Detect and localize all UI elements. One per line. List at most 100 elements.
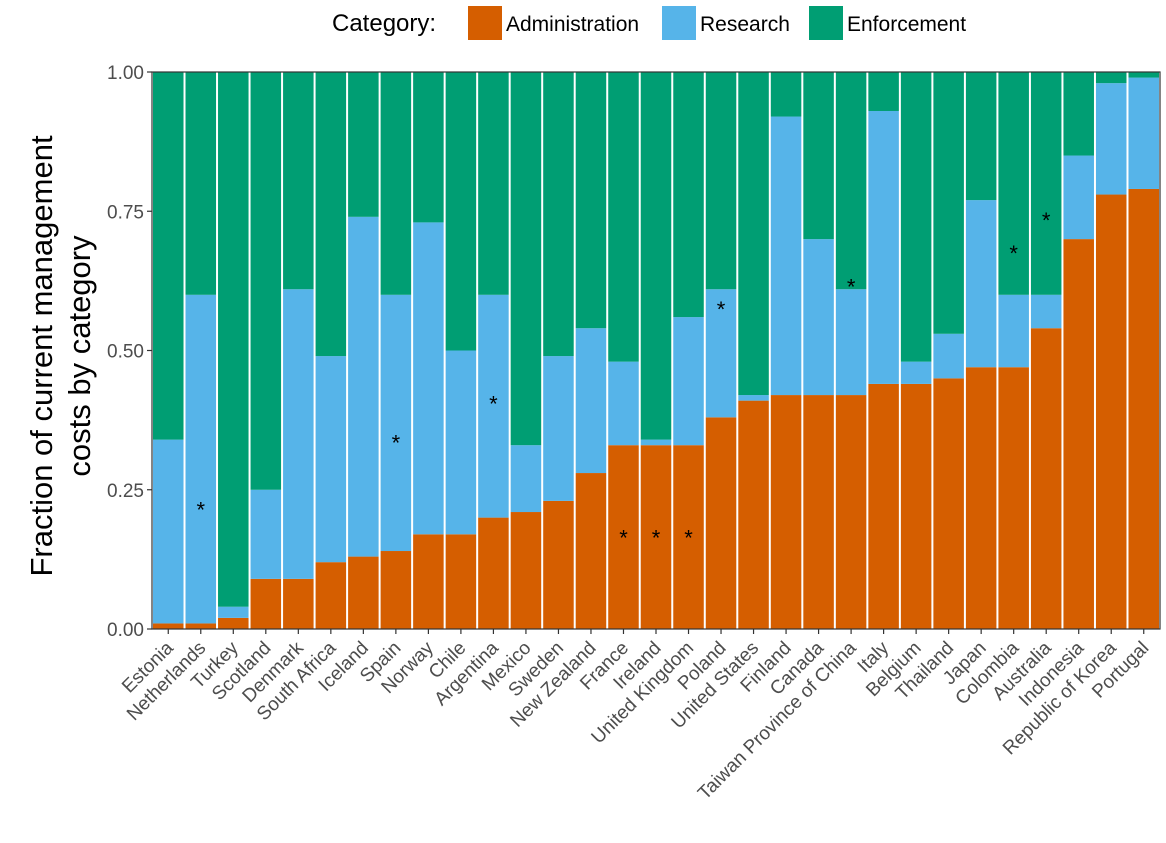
significance-marker-spain: * — [392, 431, 401, 456]
significance-marker-australia: * — [1042, 208, 1051, 233]
bar-canada-enforcement — [803, 72, 834, 240]
bar-taiwan-province-of-china-enforcement — [835, 72, 867, 290]
bar-denmark-research — [283, 289, 314, 579]
bar-turkey-enforcement — [218, 72, 249, 607]
bar-estonia-enforcement — [153, 72, 184, 440]
bar-republic-of-korea-enforcement — [1095, 72, 1127, 84]
bar-thailand-enforcement — [933, 72, 964, 334]
bar-australia-administration — [1030, 328, 1062, 629]
bar-new-zealand-administration — [575, 473, 607, 629]
bar-thailand-research — [933, 333, 964, 379]
bar-spain-administration — [380, 551, 412, 629]
bar-finland-administration — [770, 395, 802, 629]
x-axis: EstoniaNetherlandsTurkeyScotlandDenmarkS… — [118, 629, 1153, 804]
annotations: * * * * * * * * * * — [196, 208, 1050, 550]
bar-netherlands-research — [185, 294, 217, 624]
bar-chile-enforcement — [445, 72, 477, 351]
bar-denmark-administration — [283, 578, 314, 629]
significance-marker-netherlands: * — [196, 497, 205, 522]
legend-swatch-administration — [468, 6, 502, 40]
bar-norway-research — [413, 222, 444, 535]
y-tick-label: 0.75 — [107, 202, 144, 223]
y-axis-title-line-1: Fraction of current management — [24, 135, 59, 576]
bar-indonesia-enforcement — [1063, 72, 1094, 156]
bar-poland-research — [705, 289, 737, 418]
bar-italy-administration — [868, 383, 899, 629]
bar-sweden-enforcement — [543, 72, 574, 357]
bar-estonia-administration — [153, 623, 184, 629]
bar-united-kingdom-administration — [673, 445, 704, 629]
legend-swatch-enforcement — [809, 6, 843, 40]
bar-france-administration — [608, 445, 639, 629]
bar-canada-administration — [803, 395, 834, 629]
y-tick-label: 0.50 — [107, 342, 144, 363]
bar-argentina-research — [478, 294, 509, 518]
plot-area — [151, 71, 1161, 630]
bar-ireland-administration — [640, 445, 672, 629]
legend-label-administration: Administration — [506, 13, 639, 36]
bar-mexico-enforcement — [510, 72, 542, 446]
bar-poland-administration — [705, 417, 737, 629]
bar-sweden-administration — [543, 500, 574, 629]
bar-colombia-administration — [998, 367, 1029, 629]
legend-title: Category: — [332, 10, 436, 37]
bar-turkey-research — [218, 606, 249, 618]
y-tick-label: 0.00 — [107, 620, 144, 641]
bar-sweden-research — [543, 356, 574, 501]
bar-japan-enforcement — [965, 72, 997, 201]
bar-ireland-research — [640, 439, 672, 446]
bar-taiwan-province-of-china-research — [835, 289, 867, 396]
y-tick-label: 0.25 — [107, 481, 144, 502]
bar-finland-research — [770, 116, 802, 396]
bar-taiwan-province-of-china-administration — [835, 395, 867, 629]
y-axis-title-line-2: costs by category — [62, 235, 97, 477]
bar-australia-enforcement — [1030, 72, 1062, 295]
bar-norway-enforcement — [413, 72, 444, 223]
bar-turkey-administration — [218, 617, 249, 629]
y-axis: 0.00 0.25 0.50 0.75 1.00 — [107, 63, 152, 641]
bar-poland-enforcement — [705, 72, 737, 290]
bar-spain-research — [380, 294, 412, 552]
significance-marker-taiwan-province-of-china: * — [847, 275, 856, 300]
bar-france-enforcement — [608, 72, 639, 362]
bar-spain-enforcement — [380, 72, 412, 295]
bar-new-zealand-research — [575, 328, 607, 474]
bar-argentina-enforcement — [478, 72, 509, 295]
bar-united-kingdom-research — [673, 317, 704, 446]
bar-italy-enforcement — [868, 72, 899, 111]
bar-iceland-research — [348, 216, 379, 557]
significance-marker-colombia: * — [1009, 241, 1018, 266]
bar-south-africa-research — [315, 356, 347, 563]
significance-marker-ireland: * — [652, 525, 661, 550]
bar-netherlands-administration — [185, 623, 217, 629]
bar-japan-research — [965, 200, 997, 368]
legend: Category: Administration Research Enforcem… — [332, 6, 966, 40]
bar-portugal-research — [1128, 77, 1159, 189]
bar-estonia-research — [153, 439, 184, 624]
legend-label-research: Research — [700, 13, 790, 36]
bar-australia-research — [1030, 294, 1062, 329]
bar-france-research — [608, 361, 639, 446]
bar-mexico-administration — [510, 512, 542, 629]
significance-marker-argentina: * — [489, 392, 498, 417]
legend-label-enforcement: Enforcement — [847, 13, 966, 36]
bar-new-zealand-enforcement — [575, 72, 607, 329]
bar-colombia-enforcement — [998, 72, 1029, 295]
significance-marker-united-kingdom: * — [684, 525, 693, 550]
bar-scotland-administration — [250, 578, 282, 629]
bar-indonesia-administration — [1063, 239, 1094, 629]
bar-argentina-administration — [478, 517, 509, 629]
bar-united-states-enforcement — [738, 72, 769, 396]
bar-iceland-enforcement — [348, 72, 379, 217]
bar-japan-administration — [965, 367, 997, 629]
bar-scotland-enforcement — [250, 72, 282, 490]
bar-portugal-enforcement — [1128, 72, 1159, 78]
bar-scotland-research — [250, 489, 282, 579]
bar-canada-research — [803, 239, 834, 396]
bar-united-states-administration — [738, 400, 769, 629]
bar-thailand-administration — [933, 378, 964, 629]
bar-indonesia-research — [1063, 155, 1094, 240]
bar-united-kingdom-enforcement — [673, 72, 704, 318]
bar-norway-administration — [413, 534, 444, 629]
